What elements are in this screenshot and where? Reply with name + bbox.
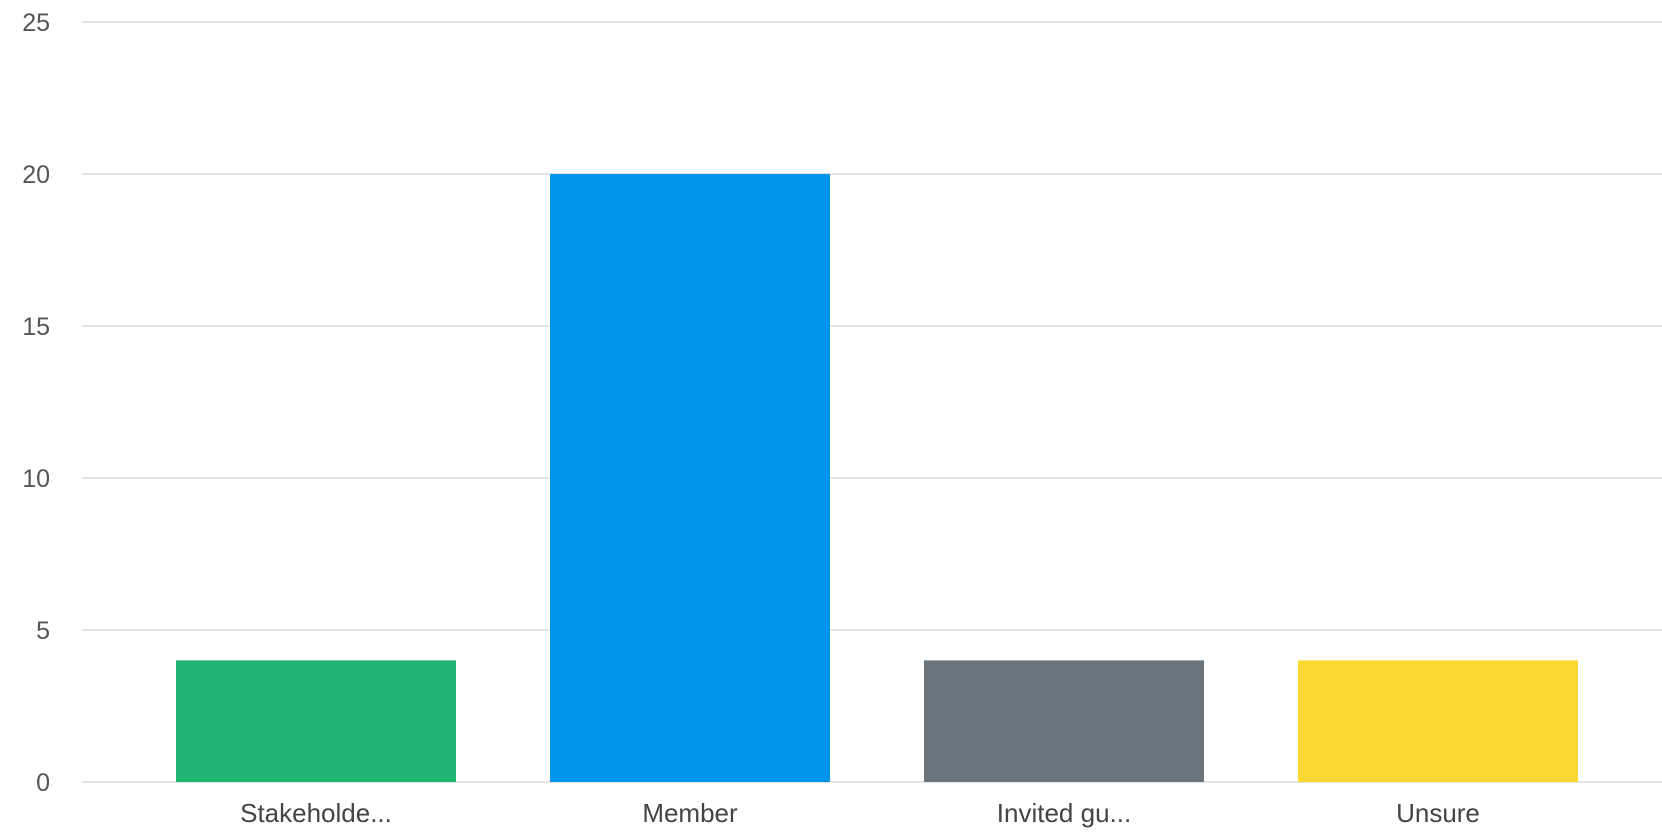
- x-category-label: Invited gu...: [997, 798, 1131, 828]
- y-tick-label: 0: [36, 769, 50, 797]
- x-axis-labels: Stakeholde... Member Invited gu... Unsure: [240, 798, 1480, 828]
- bar-1[interactable]: [176, 660, 456, 782]
- y-axis-ticks: 0 5 10 15 20 25: [22, 9, 50, 797]
- bar-4[interactable]: [1298, 660, 1578, 782]
- y-tick-label: 25: [22, 9, 50, 37]
- x-category-label: Stakeholde...: [240, 798, 392, 828]
- bar-3[interactable]: [924, 660, 1204, 782]
- y-tick-label: 10: [22, 465, 50, 493]
- y-tick-label: 5: [36, 617, 50, 645]
- bar-2[interactable]: [550, 174, 830, 782]
- x-category-label: Unsure: [1396, 798, 1480, 828]
- y-tick-label: 20: [22, 161, 50, 189]
- y-tick-label: 15: [22, 313, 50, 341]
- x-category-label: Member: [642, 798, 738, 828]
- bars: [176, 174, 1578, 782]
